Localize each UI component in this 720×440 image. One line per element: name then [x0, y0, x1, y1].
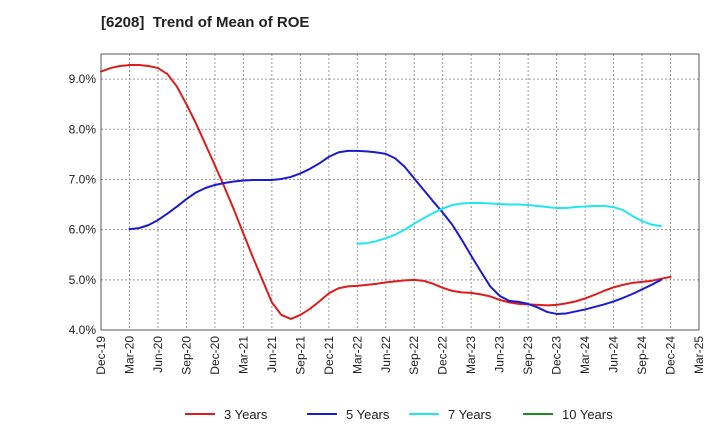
x-tick-label: Sep-23 — [521, 336, 535, 375]
x-tick-label: Jun-21 — [265, 336, 279, 373]
x-tick-label: Mar-20 — [122, 336, 136, 374]
y-tick-label: 9.0% — [69, 72, 97, 86]
series-line-3 — [356, 202, 663, 245]
x-tick-label: Mar-24 — [578, 336, 592, 374]
series-line-1 — [100, 64, 672, 320]
series-layer — [100, 64, 672, 320]
plot-frame — [100, 53, 700, 331]
y-tick-label: 4.0% — [69, 323, 97, 337]
y-tick-label: 8.0% — [69, 122, 97, 136]
y-tick-label: 5.0% — [69, 273, 97, 287]
x-tick-label: Mar-22 — [350, 336, 364, 374]
y-tick-layer: 4.0% 5.0% 6.0% 7.0% 8.0% 9.0% — [69, 72, 97, 337]
legend-label-4: 10 Years — [562, 407, 613, 422]
x-tick-label: Dec-19 — [94, 336, 108, 375]
legend-label-3: 7 Years — [448, 407, 492, 422]
series-line-2 — [128, 149, 663, 315]
x-tick-label: Sep-24 — [635, 336, 649, 375]
legend-label-2: 5 Years — [346, 407, 390, 422]
x-tick-label: Sep-20 — [179, 336, 193, 375]
x-tick-label: Jun-23 — [493, 336, 507, 373]
legend: 3 Years 5 Years 7 Years 10 Years — [185, 407, 613, 422]
x-tick-label: Dec-21 — [322, 336, 336, 375]
x-tick-label: Jun-24 — [607, 336, 621, 373]
chart-title: [6208] Trend of Mean of ROE — [101, 14, 310, 31]
x-tick-label: Mar-21 — [236, 336, 250, 374]
x-tick-layer: Dec-19 Mar-20 Jun-20 Sep-20 Dec-20 Mar-21 Jun-… — [94, 336, 706, 375]
y-tick-label: 7.0% — [69, 172, 97, 186]
x-tick-label: Dec-23 — [550, 336, 564, 375]
grid-layer — [101, 54, 699, 330]
x-tick-label: Mar-25 — [692, 336, 706, 374]
x-tick-label: Jun-20 — [151, 336, 165, 373]
x-tick-label: Sep-22 — [407, 336, 421, 375]
legend-label-1: 3 Years — [224, 407, 268, 422]
x-tick-label: Mar-23 — [464, 336, 478, 374]
x-tick-label: Dec-20 — [208, 336, 222, 375]
x-tick-label: Jun-22 — [379, 336, 393, 373]
x-tick-label: Sep-21 — [293, 336, 307, 375]
y-tick-label: 6.0% — [69, 223, 97, 237]
x-tick-label: Dec-24 — [664, 336, 678, 375]
x-tick-label: Dec-22 — [436, 336, 450, 375]
plot-background — [101, 54, 699, 330]
